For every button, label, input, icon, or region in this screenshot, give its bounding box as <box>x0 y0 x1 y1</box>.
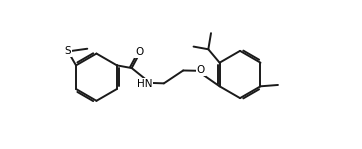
Text: O: O <box>135 47 143 57</box>
Text: O: O <box>197 65 205 75</box>
Text: HN: HN <box>137 79 152 89</box>
Text: S: S <box>65 46 71 56</box>
